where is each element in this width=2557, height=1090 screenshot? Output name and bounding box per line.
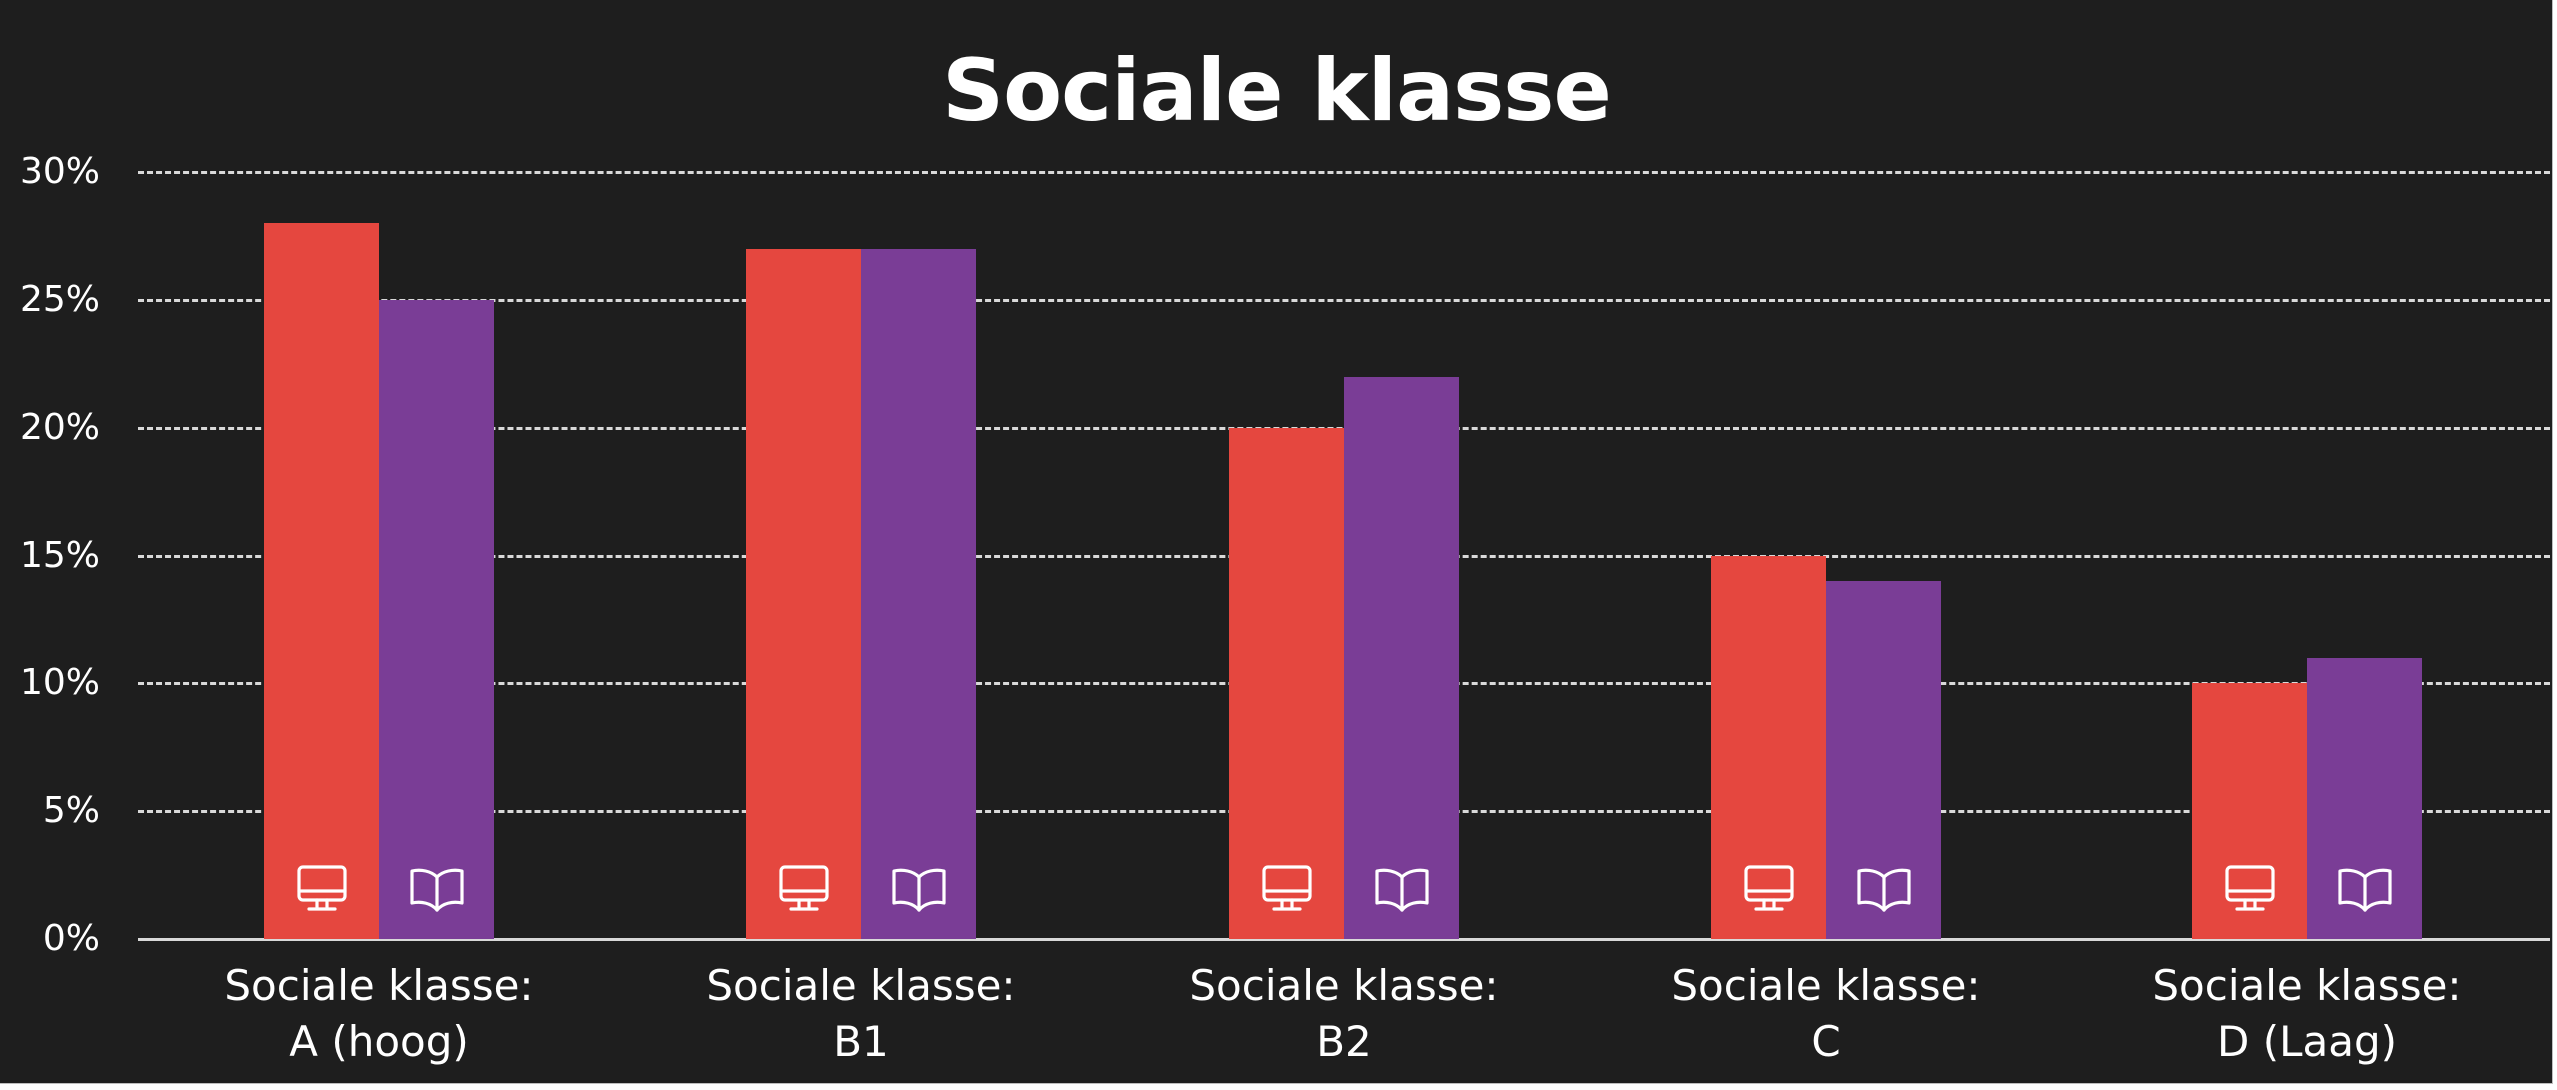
- y-tick-label: 0%: [42, 918, 100, 959]
- x-axis-line: [138, 938, 2550, 941]
- y-tick-label: 20%: [19, 406, 100, 448]
- bar-online: [746, 248, 861, 939]
- x-category-label-line2: D (Laag): [2217, 1017, 2397, 1066]
- bar-online: [1229, 427, 1344, 939]
- book-icon: [2337, 865, 2393, 913]
- x-category-label: Sociale klasse: B1: [631, 958, 1091, 1070]
- bar-print: [861, 248, 976, 939]
- bar-print: [1826, 581, 1941, 939]
- book-icon: [409, 865, 465, 913]
- x-category-label-line1: Sociale klasse:: [1189, 961, 1499, 1010]
- monitor-icon: [1741, 865, 1797, 913]
- bar-online: [1711, 555, 1826, 939]
- bar-print: [2307, 657, 2422, 939]
- book-icon: [1856, 865, 1912, 913]
- book-icon: [1374, 865, 1430, 913]
- monitor-icon: [2222, 865, 2278, 913]
- gridline: [138, 171, 2550, 174]
- x-category-label: Sociale klasse: C: [1596, 958, 2056, 1070]
- x-category-label: Sociale klasse: A (hoog): [149, 958, 609, 1070]
- monitor-icon: [776, 865, 832, 913]
- bar-print: [1344, 376, 1459, 939]
- x-category-label-line1: Sociale klasse:: [1671, 961, 1981, 1010]
- x-category-label: Sociale klasse: D (Laag): [2077, 958, 2537, 1070]
- x-category-label: Sociale klasse: B2: [1114, 958, 1574, 1070]
- x-category-label-line2: A (hoog): [289, 1017, 469, 1066]
- x-category-label-line2: C: [1811, 1017, 1841, 1066]
- chart-title: Sociale klasse: [942, 41, 1612, 141]
- x-category-label-line1: Sociale klasse:: [2152, 961, 2462, 1010]
- monitor-icon: [294, 865, 350, 913]
- x-category-label-line2: B1: [833, 1017, 889, 1066]
- y-tick-label: 5%: [42, 790, 100, 832]
- y-tick-label: 15%: [19, 534, 100, 576]
- bar-online: [264, 223, 379, 939]
- bar-online: [2192, 683, 2307, 939]
- y-tick-label: 30%: [19, 151, 100, 192]
- bar-print: [379, 299, 494, 939]
- monitor-icon: [1259, 865, 1315, 913]
- x-category-label-line1: Sociale klasse:: [224, 961, 534, 1010]
- y-tick-label: 25%: [19, 278, 100, 320]
- x-category-label-line2: B2: [1316, 1017, 1372, 1066]
- x-category-label-line1: Sociale klasse:: [706, 961, 1016, 1010]
- book-icon: [891, 865, 947, 913]
- gridline: [138, 298, 2550, 302]
- y-tick-label: 10%: [19, 662, 100, 704]
